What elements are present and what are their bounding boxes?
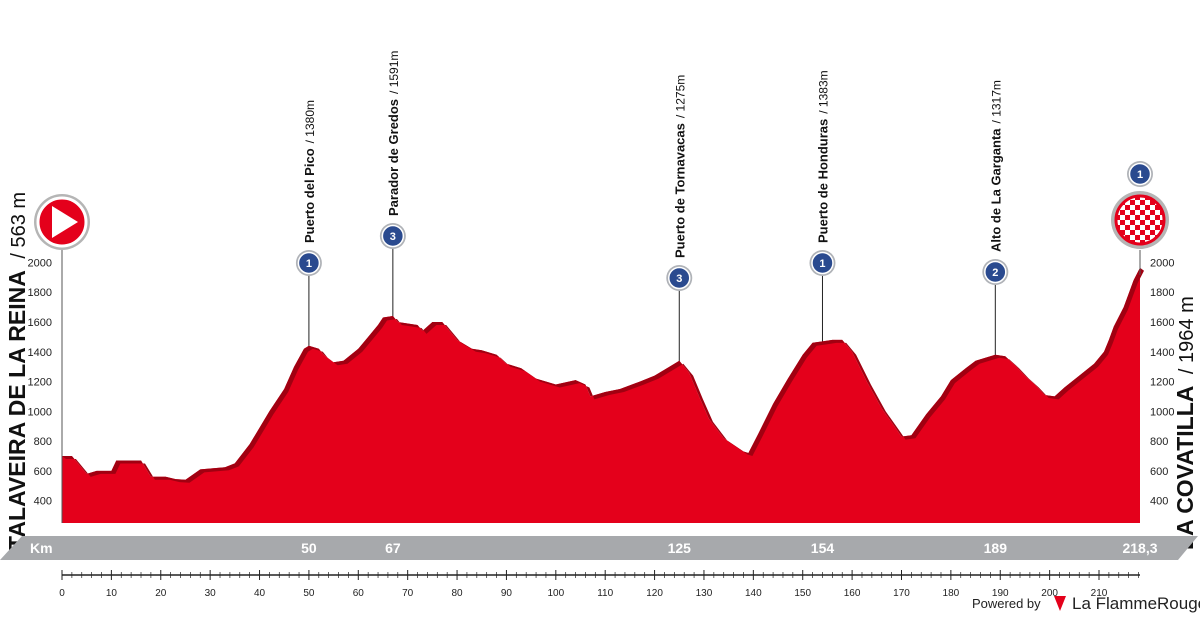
- climb-category-badge: 3: [666, 265, 693, 291]
- y-tick-label-right: 1400: [1150, 347, 1174, 359]
- x-tick-label: 210: [1091, 588, 1108, 599]
- x-tick-label: 0: [59, 588, 65, 599]
- y-tick-label-left: 1600: [28, 317, 52, 329]
- elevation-profile: [62, 267, 1144, 523]
- x-tick-label: 10: [106, 588, 118, 599]
- climb-elevation: / 1275m: [673, 75, 687, 118]
- y-tick-label-left: 1400: [28, 347, 52, 359]
- checkered-flag-icon: [1114, 194, 1166, 246]
- km-unit-label: Km: [30, 540, 53, 556]
- x-tick-label: 120: [646, 588, 663, 599]
- climb-category-label: 1: [306, 258, 312, 270]
- climb-category-label: 3: [390, 231, 396, 243]
- climb-name: Puerto del Pico: [302, 148, 317, 243]
- x-axis: 0 10 20 30 40 50 60 70 80 90 100 110 120 130 140 150 160…: [59, 570, 1140, 599]
- flamme-rouge-logo-icon: [1054, 596, 1066, 611]
- climb-elevation: / 1380m: [303, 100, 317, 143]
- y-tick-label-right: 1000: [1150, 406, 1174, 418]
- x-tick-label: 160: [844, 588, 861, 599]
- climb-label: Alto de La Garganta / 1317m: [988, 80, 1003, 252]
- x-tick-label: 80: [451, 588, 463, 599]
- climb-category-label: 1: [819, 258, 825, 270]
- x-tick-label: 110: [597, 588, 613, 599]
- x-tick-label: 180: [943, 588, 960, 599]
- climb-label: Puerto de Tornavacas / 1275m: [672, 75, 687, 258]
- x-tick-label: 60: [353, 588, 365, 599]
- x-tick-label: 50: [303, 588, 315, 599]
- y-tick-label-left: 1200: [28, 377, 52, 389]
- climb-elevation: / 1591m: [387, 51, 401, 94]
- x-tick-label: 100: [547, 588, 564, 599]
- x-tick-label: 130: [696, 588, 713, 599]
- finish-category-badge-icon: 1: [1127, 161, 1153, 187]
- x-tick-label: 140: [745, 588, 762, 599]
- climb-elevation: / 1317m: [989, 80, 1003, 123]
- climb-name: Alto de La Garganta: [988, 128, 1003, 252]
- climb-category-badge: 2: [982, 259, 1009, 285]
- finish-city-name: LA COVATILLA: [1172, 386, 1198, 550]
- finish-category-badge: 1: [1127, 161, 1153, 187]
- distance-band: Km 218,3 50 67 125 154 189: [0, 536, 1198, 560]
- start-city-elevation: / 563 m: [8, 192, 30, 259]
- climb-label: Puerto de Honduras / 1383m: [815, 70, 830, 243]
- x-tick-label: 20: [155, 588, 167, 599]
- climb-category-label: 3: [676, 273, 682, 285]
- y-tick-label-right: 2000: [1150, 257, 1174, 269]
- y-tick-label-right: 1800: [1150, 287, 1174, 299]
- climb-name: Puerto de Honduras: [815, 119, 830, 243]
- climb-category-badge: 1: [809, 250, 836, 276]
- x-tick-label: 40: [254, 588, 266, 599]
- y-tick-label-right: 800: [1150, 436, 1168, 448]
- climb-label: Puerto del Pico / 1380m: [302, 100, 317, 243]
- y-tick-label-left: 600: [34, 466, 52, 478]
- brand-name: La FlammeRouge: [1072, 594, 1200, 613]
- climb-category-badge: 1: [295, 250, 322, 276]
- y-tick-label-right: 1200: [1150, 377, 1174, 389]
- x-tick-label: 70: [402, 588, 414, 599]
- finish-city-elevation: / 1964 m: [1176, 296, 1198, 374]
- x-tick-label: 170: [893, 588, 910, 599]
- credit: Powered by La FlammeRouge: [972, 594, 1200, 613]
- band-km-label: 67: [385, 540, 401, 556]
- svg-text:LA COVATILLA / 1964 m: LA COVATILLA / 1964 m: [1172, 296, 1198, 550]
- x-tick-label: 200: [1041, 588, 1058, 599]
- y-tick-label-left: 1000: [28, 406, 52, 418]
- finish-marker: 1: [1111, 161, 1169, 275]
- band-km-marks: 50 67 125 154 189: [301, 540, 1007, 556]
- total-distance-label: 218,3: [1122, 540, 1157, 556]
- y-tick-label-right: 1600: [1150, 317, 1174, 329]
- climb-name: Puerto de Tornavacas: [672, 123, 687, 258]
- y-tick-label-right: 400: [1150, 496, 1168, 508]
- y-tick-label-left: 2000: [28, 257, 52, 269]
- start-marker: [34, 194, 90, 523]
- start-city-name: TALAVEIRA DE LA REINA: [4, 271, 30, 550]
- y-axis-right: 400 600 800 1000 1200 1400 1600 1800 2000: [1150, 257, 1174, 507]
- band-km-label: 154: [811, 540, 835, 556]
- band-km-label: 125: [668, 540, 692, 556]
- y-tick-label-left: 1800: [28, 287, 52, 299]
- climbs-layer: 1 Puerto del Pico / 1380m 3 Parador de Gredo…: [295, 51, 1009, 291]
- climb-label: Parador de Gredos / 1591m: [386, 51, 401, 216]
- distance-band-bar: [0, 536, 1198, 560]
- climb-elevation: / 1383m: [816, 70, 830, 113]
- powered-by-text: Powered by: [972, 596, 1041, 611]
- x-tick-label: 190: [992, 588, 1009, 599]
- y-tick-label-right: 600: [1150, 466, 1168, 478]
- x-tick-label: 150: [794, 588, 811, 599]
- x-tick-label: 90: [501, 588, 513, 599]
- climb-category-badge: 3: [379, 223, 406, 249]
- climb-category-label: 1: [1137, 169, 1143, 181]
- band-km-label: 50: [301, 540, 317, 556]
- y-tick-label-left: 800: [34, 436, 52, 448]
- svg-text:TALAVEIRA DE LA REINA / 56: TALAVEIRA DE LA REINA / 563 m: [4, 192, 30, 550]
- y-tick-label-left: 400: [34, 496, 52, 508]
- climb-category-label: 2: [992, 267, 998, 279]
- x-tick-label: 30: [205, 588, 217, 599]
- band-km-label: 189: [984, 540, 1008, 556]
- climb-name: Parador de Gredos: [386, 99, 401, 216]
- y-axis-left: 400 600 800 1000 1200 1400 1600 1800 2000: [28, 257, 52, 507]
